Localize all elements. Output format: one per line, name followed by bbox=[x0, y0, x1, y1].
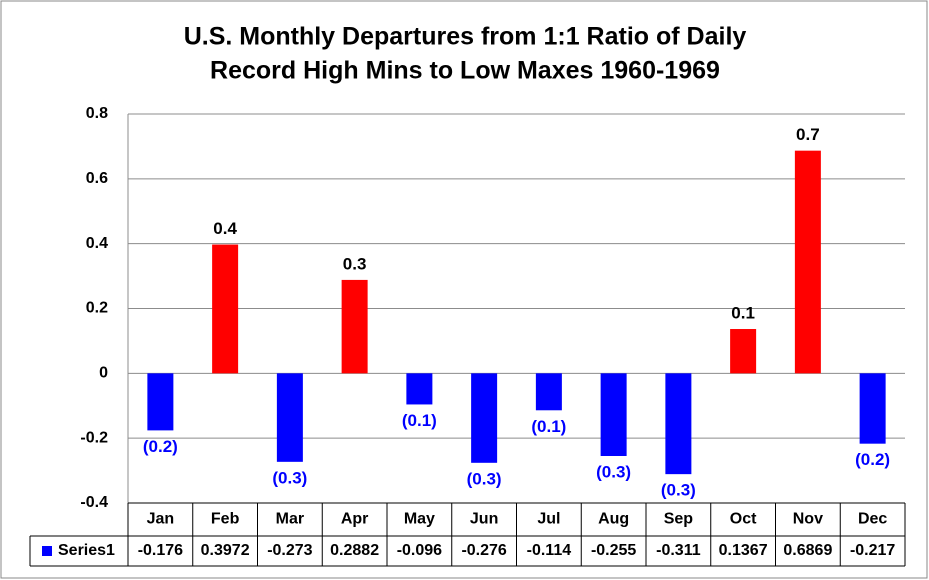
data-label: (0.1) bbox=[531, 417, 566, 436]
data-label: (0.1) bbox=[402, 411, 437, 430]
data-label: (0.3) bbox=[272, 468, 307, 487]
x-tick-label: Dec bbox=[858, 511, 887, 528]
y-tick-label: 0.4 bbox=[86, 235, 108, 252]
y-tick-label: -0.4 bbox=[80, 494, 108, 511]
bar bbox=[406, 373, 433, 405]
table-value: 0.2882 bbox=[330, 542, 379, 559]
bar bbox=[730, 329, 757, 374]
legend-key bbox=[42, 546, 52, 556]
data-label: (0.2) bbox=[143, 437, 178, 456]
data-label: (0.3) bbox=[661, 481, 696, 500]
y-tick-label: 0.6 bbox=[86, 170, 108, 187]
table-value: -0.273 bbox=[267, 542, 312, 559]
data-label: (0.2) bbox=[855, 450, 890, 469]
x-tick-label: Jun bbox=[470, 511, 498, 528]
x-tick-label: Jan bbox=[147, 511, 175, 528]
x-tick-label: Aug bbox=[598, 511, 629, 528]
chart-title: U.S. Monthly Departures from 1:1 Ratio o… bbox=[184, 23, 747, 51]
x-tick-label: Feb bbox=[211, 511, 240, 528]
bar bbox=[341, 279, 368, 374]
table-value: -0.096 bbox=[397, 542, 442, 559]
table-value: -0.217 bbox=[850, 542, 895, 559]
legend-label: Series1 bbox=[58, 542, 115, 559]
table-value: -0.255 bbox=[591, 542, 636, 559]
bar bbox=[859, 373, 886, 444]
bar bbox=[147, 373, 174, 431]
x-tick-label: Mar bbox=[276, 511, 304, 528]
data-label: (0.3) bbox=[467, 469, 502, 488]
x-tick-label: Apr bbox=[341, 511, 369, 528]
table-value: -0.176 bbox=[138, 542, 183, 559]
data-label: 0.3 bbox=[343, 254, 367, 273]
data-label: 0.7 bbox=[796, 125, 820, 144]
x-tick-label: May bbox=[404, 511, 435, 528]
data-label: (0.3) bbox=[596, 462, 631, 481]
table-value: -0.276 bbox=[461, 542, 506, 559]
y-tick-label: 0 bbox=[99, 365, 108, 382]
bar bbox=[535, 373, 562, 411]
x-tick-label: Sep bbox=[664, 511, 694, 528]
data-label: 0.1 bbox=[731, 304, 755, 323]
x-tick-label: Jul bbox=[537, 511, 560, 528]
table-value: -0.114 bbox=[527, 542, 572, 559]
chart-title: Record High Mins to Low Maxes 1960-1969 bbox=[210, 57, 720, 85]
bar bbox=[600, 373, 627, 456]
table-value: 0.6869 bbox=[783, 542, 832, 559]
bar bbox=[276, 373, 303, 462]
data-label: 0.4 bbox=[213, 219, 237, 238]
x-tick-label: Nov bbox=[793, 511, 823, 528]
y-tick-label: 0.2 bbox=[86, 300, 108, 317]
table-value: 0.1367 bbox=[719, 542, 768, 559]
bar bbox=[212, 244, 239, 374]
table-value: -0.311 bbox=[656, 542, 701, 559]
bar bbox=[471, 373, 498, 463]
x-tick-label: Oct bbox=[730, 511, 757, 528]
y-tick-label: -0.2 bbox=[80, 429, 108, 446]
table-value: 0.3972 bbox=[201, 542, 250, 559]
bar bbox=[794, 150, 821, 374]
bar bbox=[665, 373, 692, 475]
y-tick-label: 0.8 bbox=[86, 105, 108, 122]
